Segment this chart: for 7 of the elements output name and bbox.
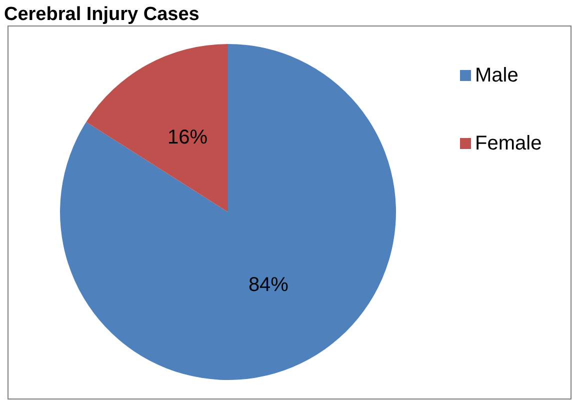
chart-title: Cerebral Injury Cases <box>4 4 200 25</box>
data-label: 16% <box>168 126 208 149</box>
pie-slice <box>86 44 228 212</box>
pie-slice <box>60 44 396 380</box>
legend-label: Female <box>475 132 542 154</box>
data-label: 84% <box>248 274 289 296</box>
legend-label: Male <box>475 64 518 86</box>
